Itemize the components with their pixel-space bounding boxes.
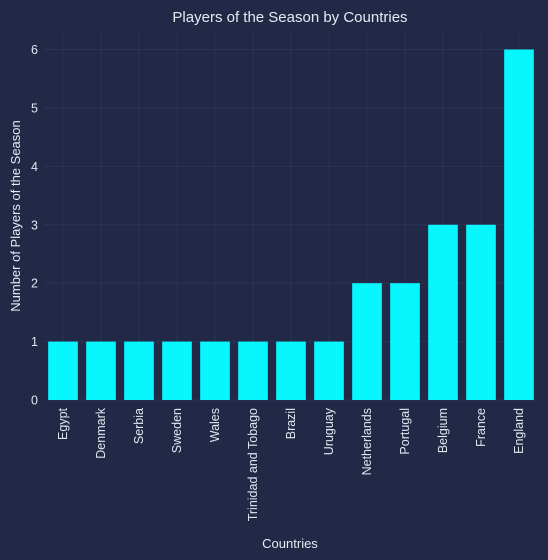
bar	[466, 224, 496, 400]
x-tick-label: Wales	[208, 408, 222, 442]
x-tick-label: Portugal	[398, 408, 412, 455]
bar	[124, 341, 154, 400]
x-tick-label: Netherlands	[360, 408, 374, 475]
y-tick-label: 0	[31, 394, 38, 408]
x-tick-label: France	[474, 408, 488, 447]
bar	[200, 341, 230, 400]
y-tick-label: 2	[31, 277, 38, 291]
x-tick-label: Belgium	[436, 408, 450, 453]
y-tick-label: 4	[31, 160, 38, 174]
y-tick-label: 3	[31, 218, 38, 232]
bar	[48, 341, 78, 400]
x-tick-label: Denmark	[94, 407, 108, 458]
grid-layer	[44, 32, 538, 401]
bar	[276, 341, 306, 400]
x-tick-layer: Egypt Denmark Serbia Sweden Wales Trinidad an…	[56, 407, 526, 521]
bar	[504, 49, 534, 401]
bar	[428, 224, 458, 400]
x-tick-label: Egypt	[56, 407, 70, 439]
x-tick-label: Sweden	[170, 408, 184, 453]
x-tick-label: Uruguay	[322, 407, 336, 455]
bar	[352, 283, 382, 400]
bar	[390, 283, 420, 400]
y-tick-label: 1	[31, 335, 38, 349]
bar	[86, 341, 116, 400]
y-tick-layer: 0 1 2 3 4 5 6	[31, 43, 38, 407]
x-tick-label: Brazil	[284, 408, 298, 439]
y-axis-label: Number of Players of the Season	[8, 120, 23, 312]
chart-title: Players of the Season by Countries	[172, 9, 407, 26]
bar	[314, 341, 344, 400]
x-tick-label: Trinidad and Tobago	[246, 408, 260, 521]
x-tick-label: England	[512, 408, 526, 454]
bar-layer	[48, 49, 534, 401]
x-axis-label: Countries	[262, 536, 318, 551]
y-tick-label: 6	[31, 43, 38, 57]
bar	[238, 341, 268, 400]
y-tick-label: 5	[31, 101, 38, 115]
x-tick-label: Serbia	[132, 408, 146, 444]
bar	[162, 341, 192, 400]
